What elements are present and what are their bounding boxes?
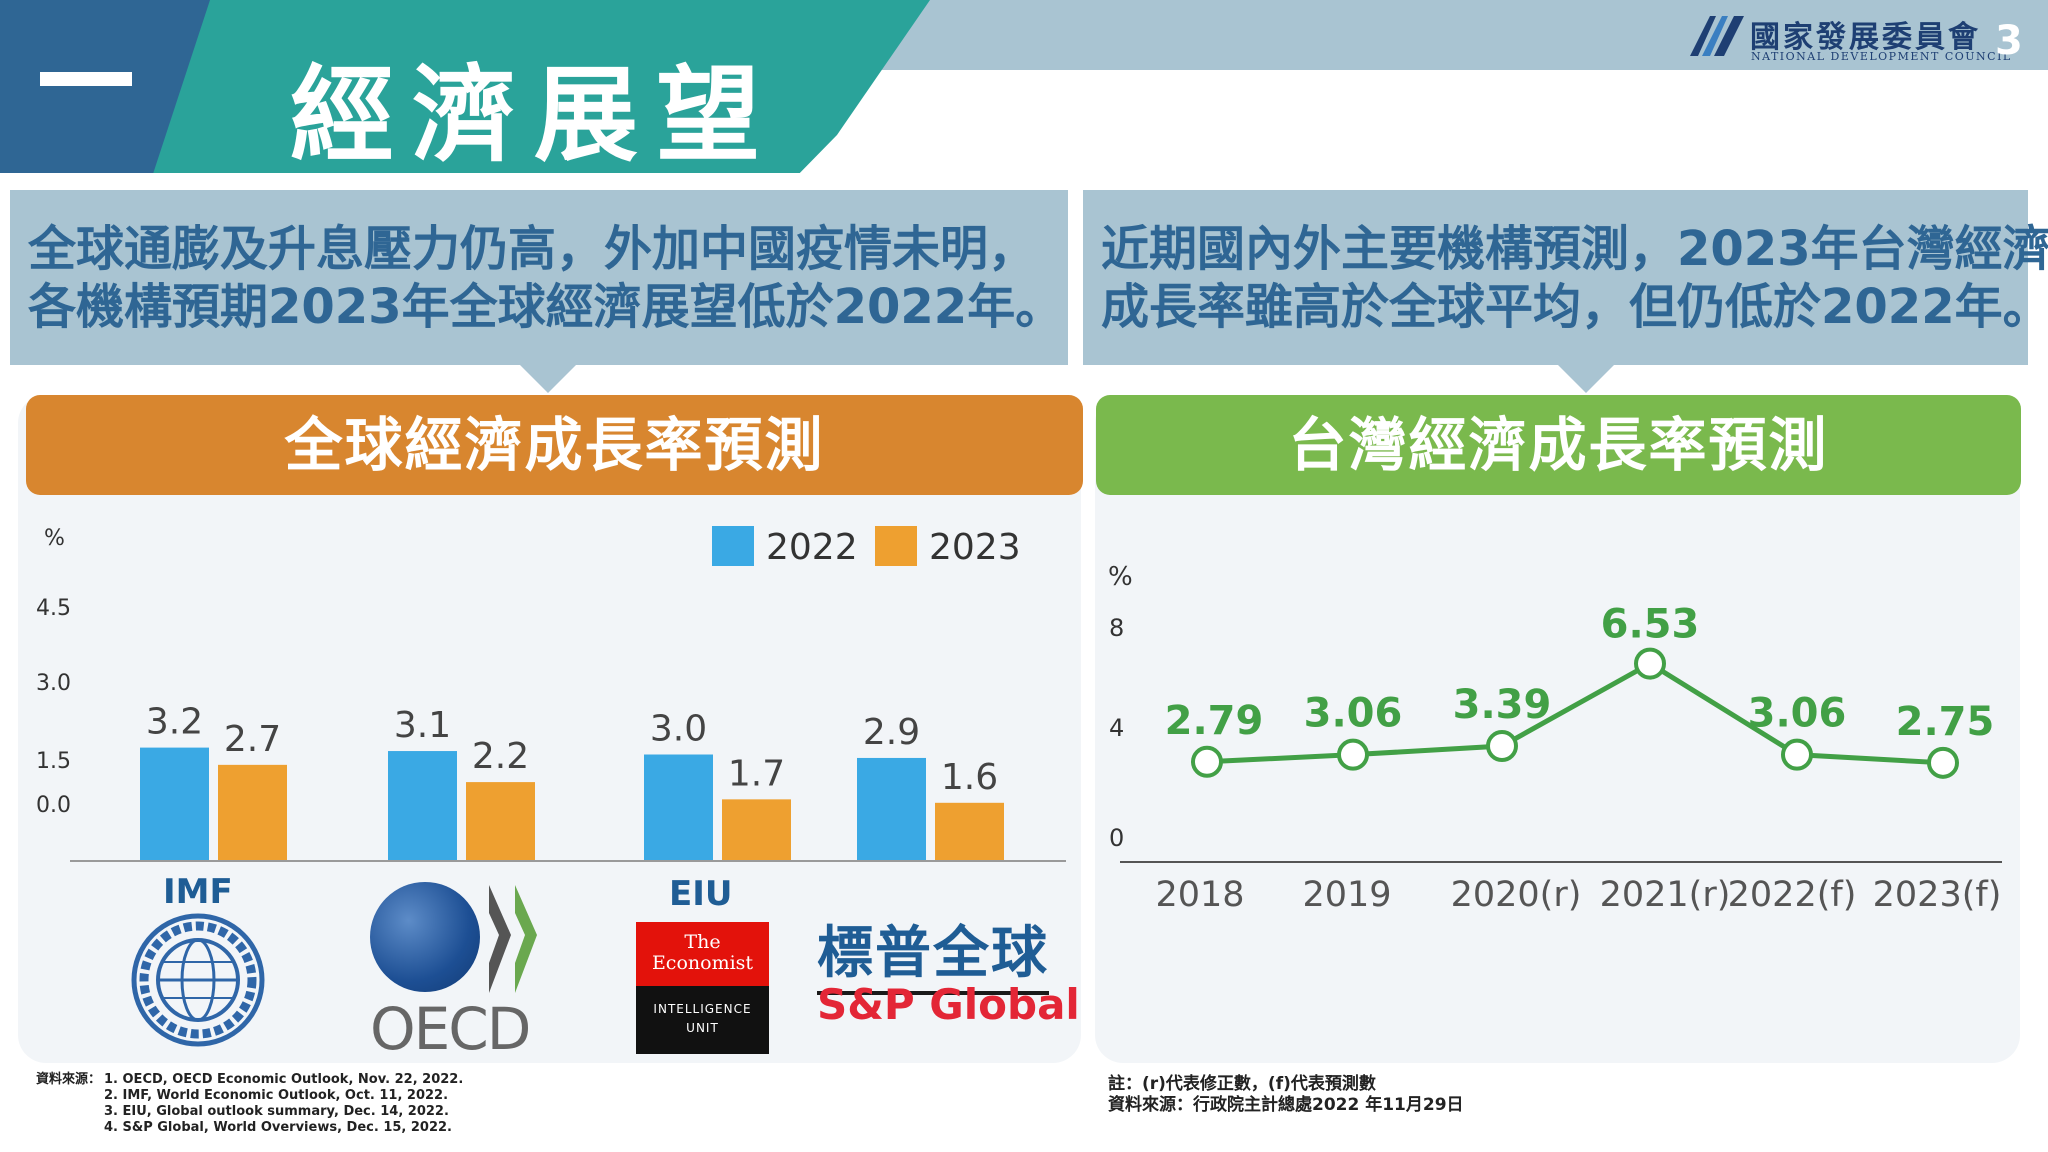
source-notes-taiwan: 註：(r)代表修正數，(f)代表預測數 資料來源：行政院主計總處2022 年11… bbox=[1108, 1074, 1464, 1116]
bar-value-label: 1.7 bbox=[728, 753, 785, 794]
y-tick-label: 3.0 bbox=[36, 671, 71, 696]
economist-wordmark: The Economist bbox=[636, 922, 769, 986]
legend-swatch bbox=[875, 526, 917, 566]
summary-line: 成長率雖高於全球平均，但仍低於2022年。 bbox=[1101, 279, 2048, 335]
summary-line: 全球通膨及升息壓力仍高，外加中國疫情未明， bbox=[28, 221, 1037, 277]
summary-box-taiwan: 近期國內外主要機構預測，2023年台灣經濟 成長率雖高於全球平均，但仍低於202… bbox=[1083, 190, 2048, 393]
imf-seal-icon bbox=[131, 913, 265, 1047]
summary-box-global: 全球通膨及升息壓力仍高，外加中國疫情未明， 各機構預期2023年全球經濟展望低於… bbox=[10, 190, 1068, 393]
bar-value-label: 1.6 bbox=[941, 757, 998, 798]
bar-value-label: 3.2 bbox=[146, 702, 203, 743]
source-notes-global: 資料來源： 1. OECD, OECD Economic Outlook, No… bbox=[36, 1072, 463, 1136]
bar-2023 bbox=[935, 802, 1004, 860]
y-tick-label: 1.5 bbox=[36, 749, 71, 774]
org-name-cn: 國家發展委員會 bbox=[1750, 20, 1981, 55]
y-axis-unit: % bbox=[44, 526, 65, 551]
y-tick-label: 0.0 bbox=[36, 793, 71, 818]
source-item: 4. S&P Global, World Overviews, Dec. 15,… bbox=[104, 1120, 452, 1135]
oecd-chevron-icon bbox=[515, 885, 537, 993]
economist-logo: The Economist INTELLIGENCE UNIT bbox=[636, 922, 769, 1054]
summary-text-global: 全球通膨及升息壓力仍高，外加中國疫情未明， 各機構預期2023年全球經濟展望低於… bbox=[28, 220, 1063, 336]
source-item: 1. OECD, OECD Economic Outlook, Nov. 22,… bbox=[104, 1072, 464, 1087]
legend-label: 2022 bbox=[766, 527, 858, 568]
eiu-line: INTELLIGENCE bbox=[653, 1002, 752, 1016]
sp-global-en-logo: S&P Global bbox=[817, 980, 1080, 1029]
bar-2022 bbox=[644, 754, 713, 860]
eiu-line: UNIT bbox=[686, 1021, 719, 1035]
page-title: 經濟展望 bbox=[290, 53, 779, 176]
org-name-en: NATIONAL DEVELOPMENT COUNCIL bbox=[1751, 50, 2012, 63]
note-line: 資料來源：行政院主計總處2022 年11月29日 bbox=[1108, 1095, 1464, 1115]
summary-line: 各機構預期2023年全球經濟展望低於2022年。 bbox=[28, 279, 1064, 335]
y-tick-label: 4.5 bbox=[36, 596, 71, 621]
summary-text-taiwan: 近期國內外主要機構預測，2023年台灣經濟 成長率雖高於全球平均，但仍低於202… bbox=[1101, 220, 2048, 336]
imf-label: IMF bbox=[163, 872, 233, 912]
global-chart-title: 全球經濟成長率預測 bbox=[26, 395, 1083, 495]
sp-global-cn-logo: 標普全球 bbox=[817, 908, 1049, 995]
page-number: 3 bbox=[1995, 18, 2023, 64]
source-item: 2. IMF, World Economic Outlook, Oct. 11,… bbox=[104, 1088, 449, 1103]
eiu-label: EIU bbox=[669, 874, 733, 914]
source-label: 資料來源： bbox=[36, 1072, 102, 1087]
economist-line: Economist bbox=[651, 952, 754, 974]
eiu-wordmark: INTELLIGENCE UNIT bbox=[636, 986, 769, 1054]
callout-arrow bbox=[1558, 365, 1614, 393]
section-number bbox=[40, 72, 132, 86]
note-line: 註：(r)代表修正數，(f)代表預測數 bbox=[1108, 1074, 1376, 1094]
bar-value-label: 3.1 bbox=[394, 705, 451, 746]
oecd-logo-text: OECD bbox=[370, 995, 531, 1063]
bar-value-label: 3.0 bbox=[650, 709, 707, 750]
bar-2023 bbox=[466, 782, 535, 860]
global-chart-panel bbox=[18, 395, 1081, 1063]
economist-line: The bbox=[684, 931, 721, 953]
bar-2023 bbox=[218, 764, 287, 860]
legend-label: 2023 bbox=[929, 527, 1021, 568]
bar-value-label: 2.9 bbox=[863, 712, 920, 753]
bar-value-label: 2.2 bbox=[472, 736, 529, 777]
oecd-chevron-icon bbox=[489, 885, 511, 993]
callout-arrow bbox=[520, 365, 576, 393]
summary-line: 近期國內外主要機構預測，2023年台灣經濟 bbox=[1101, 221, 2048, 277]
source-item: 3. EIU, Global outlook summary, Dec. 14,… bbox=[104, 1104, 449, 1119]
bar-2022 bbox=[140, 747, 209, 860]
oecd-globe-icon bbox=[370, 882, 480, 992]
taiwan-chart-title: 台灣經濟成長率預測 bbox=[1096, 395, 2021, 495]
legend-swatch bbox=[712, 526, 754, 566]
ndc-logo-icon bbox=[1690, 16, 1744, 56]
bar-2022 bbox=[388, 751, 457, 860]
bar-value-label: 2.7 bbox=[224, 719, 281, 760]
bar-2022 bbox=[857, 757, 926, 860]
bar-2023 bbox=[722, 799, 791, 860]
